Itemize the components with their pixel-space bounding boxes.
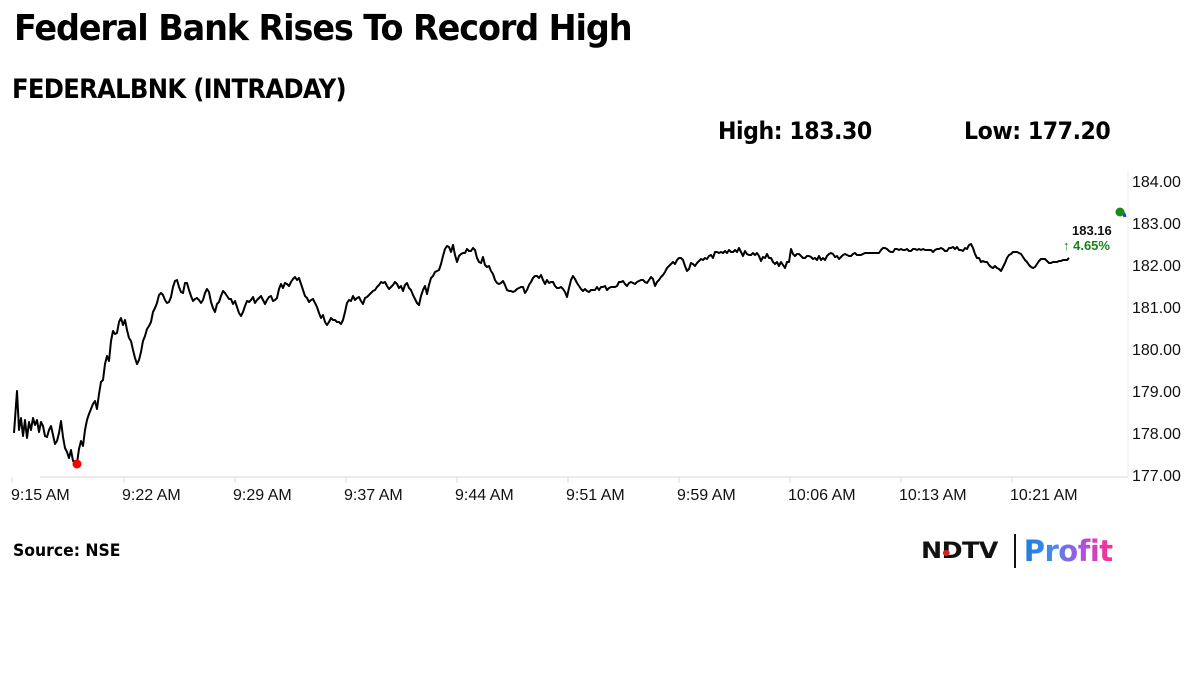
logo-profit: Profit [1023,534,1113,568]
price-line [13,243,1070,464]
y-tick-label: 179.00 [1132,384,1181,401]
x-tick-label: 9:29 AM [233,487,292,504]
y-tick-label: 181.00 [1132,300,1181,317]
chart-subtitle: FEDERALBNK (INTRADAY) [12,74,347,105]
last-value-label: 183.16 [1072,223,1112,238]
x-tick-label: 9:37 AM [344,487,403,504]
y-tick-label: 183.00 [1132,216,1181,233]
source-label: Source: NSE [13,541,121,561]
logo-red-dot [942,549,950,556]
y-tick-label: 178.00 [1132,426,1181,443]
x-tick-marks [11,477,1013,483]
x-tick-label: 9:22 AM [122,487,181,504]
y-tick-label: 180.00 [1132,342,1181,359]
x-tick-label: 10:21 AM [1010,487,1078,504]
high-marker [1115,207,1125,217]
low-marker [72,459,82,469]
logo-separator [1013,534,1016,568]
y-axis-ticks: 184.00 183.00 182.00 181.00 180.00 179.00 178.… [1132,174,1181,485]
logo-ndtv: NDTV [921,538,998,564]
change-label: ↑ 4.65% [1063,238,1110,253]
x-tick-label: 10:06 AM [788,487,856,504]
x-tick-label: 9:59 AM [677,487,736,504]
y-tick-label: 177.00 [1132,468,1181,485]
x-tick-label: 9:44 AM [455,487,514,504]
ndtv-profit-logo: NDTV Profit [921,533,1113,569]
high-value: High: 183.30 [718,117,872,145]
low-value: Low: 177.20 [964,117,1111,145]
y-tick-label: 182.00 [1132,258,1181,275]
x-tick-label: 10:13 AM [899,487,967,504]
x-tick-label: 9:15 AM [11,487,70,504]
y-tick-label: 184.00 [1132,174,1181,191]
x-axis-ticks: 9:15 AM 9:22 AM 9:29 AM 9:37 AM 9:44 AM 9:51 … [11,487,1078,504]
page-title: Federal Bank Rises To Record High [14,8,633,49]
x-tick-label: 9:51 AM [566,487,625,504]
